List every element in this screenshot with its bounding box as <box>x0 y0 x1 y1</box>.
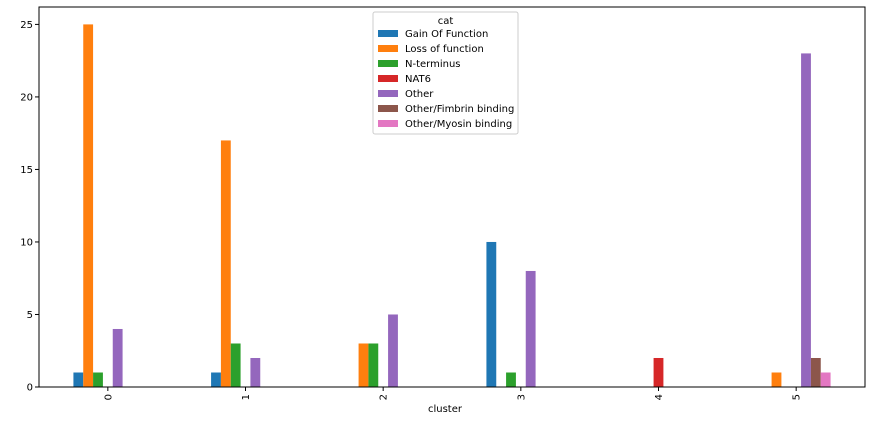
bar-gain-of-function-cluster-1 <box>211 372 221 387</box>
legend-box <box>372 11 519 135</box>
x-axis: 0 1 2 3 4 5 <box>103 387 803 400</box>
legend-label-other-fimbrin-binding: Other/Fimbrin binding <box>405 104 514 115</box>
bar-other-cluster-5 <box>801 53 811 387</box>
plot-frame <box>38 6 866 388</box>
bar-other-cluster-2 <box>388 314 398 387</box>
y-tick-label-20: 20 <box>20 92 33 103</box>
x-tick-label-5: 5 <box>792 394 803 400</box>
x-tick-label-3: 3 <box>516 394 527 400</box>
bar-other-cluster-0 <box>112 328 123 387</box>
legend-title: cat <box>438 16 454 27</box>
x-tick-label-4: 4 <box>654 394 665 400</box>
legend-label-other-myosin-binding: Other/Myosin binding <box>405 119 512 130</box>
legend-items: Gain Of Function Loss of function N-termin… <box>378 29 514 130</box>
legend-label-gain-of-function: Gain Of Function <box>405 29 488 40</box>
x-tick-label-2: 2 <box>379 394 390 400</box>
bar-n-terminus-cluster-3 <box>506 372 516 387</box>
bar-other-cluster-1 <box>250 357 261 387</box>
bar-other-myosin-binding-cluster-5 <box>820 372 831 387</box>
x-tick-label-0: 0 <box>103 394 114 400</box>
bar-other-fimbrin-binding-cluster-5 <box>810 357 821 387</box>
bar-loss-of-function-cluster-1 <box>220 140 231 387</box>
legend-swatch-nat6 <box>378 75 398 82</box>
bar-n-terminus-cluster-2 <box>368 343 379 387</box>
legend-label-other: Other <box>405 89 434 100</box>
bar-n-terminus-cluster-1 <box>230 343 241 387</box>
bar-loss-of-function-cluster-2 <box>358 343 369 387</box>
legend-swatch-other <box>378 90 398 97</box>
y-axis: 0 5 10 15 20 25 <box>20 20 39 394</box>
legend-swatch-gain-of-function <box>378 30 398 37</box>
x-tick-label-1: 1 <box>241 394 252 400</box>
y-tick-label-0: 0 <box>27 383 33 394</box>
legend-label-nat6: NAT6 <box>405 74 431 85</box>
legend-swatch-n-terminus <box>378 60 398 67</box>
legend-swatch-other-fimbrin-binding <box>378 105 398 112</box>
x-axis-label: cluster <box>428 404 463 415</box>
legend-label-loss-of-function: Loss of function <box>405 44 484 55</box>
bar-loss-of-function-cluster-5 <box>771 372 782 387</box>
legend: cat Gain Of Function Loss of function N-te… <box>372 11 519 135</box>
y-tick-label-10: 10 <box>20 237 33 248</box>
y-tick-label-25: 25 <box>20 20 33 31</box>
bar-gain-of-function-cluster-3 <box>486 241 497 387</box>
bar-nat6-cluster-4 <box>653 357 664 387</box>
bars-layer <box>73 24 831 388</box>
bar-gain-of-function-cluster-0 <box>73 372 84 387</box>
legend-swatch-other-myosin-binding <box>378 120 398 127</box>
bar-loss-of-function-cluster-0 <box>83 24 94 388</box>
y-tick-label-15: 15 <box>20 165 33 176</box>
bar-n-terminus-cluster-0 <box>93 372 103 387</box>
bar-other-cluster-3 <box>525 270 536 387</box>
legend-label-n-terminus: N-terminus <box>405 59 461 70</box>
legend-swatch-loss-of-function <box>378 45 398 52</box>
y-tick-label-5: 5 <box>27 310 33 321</box>
